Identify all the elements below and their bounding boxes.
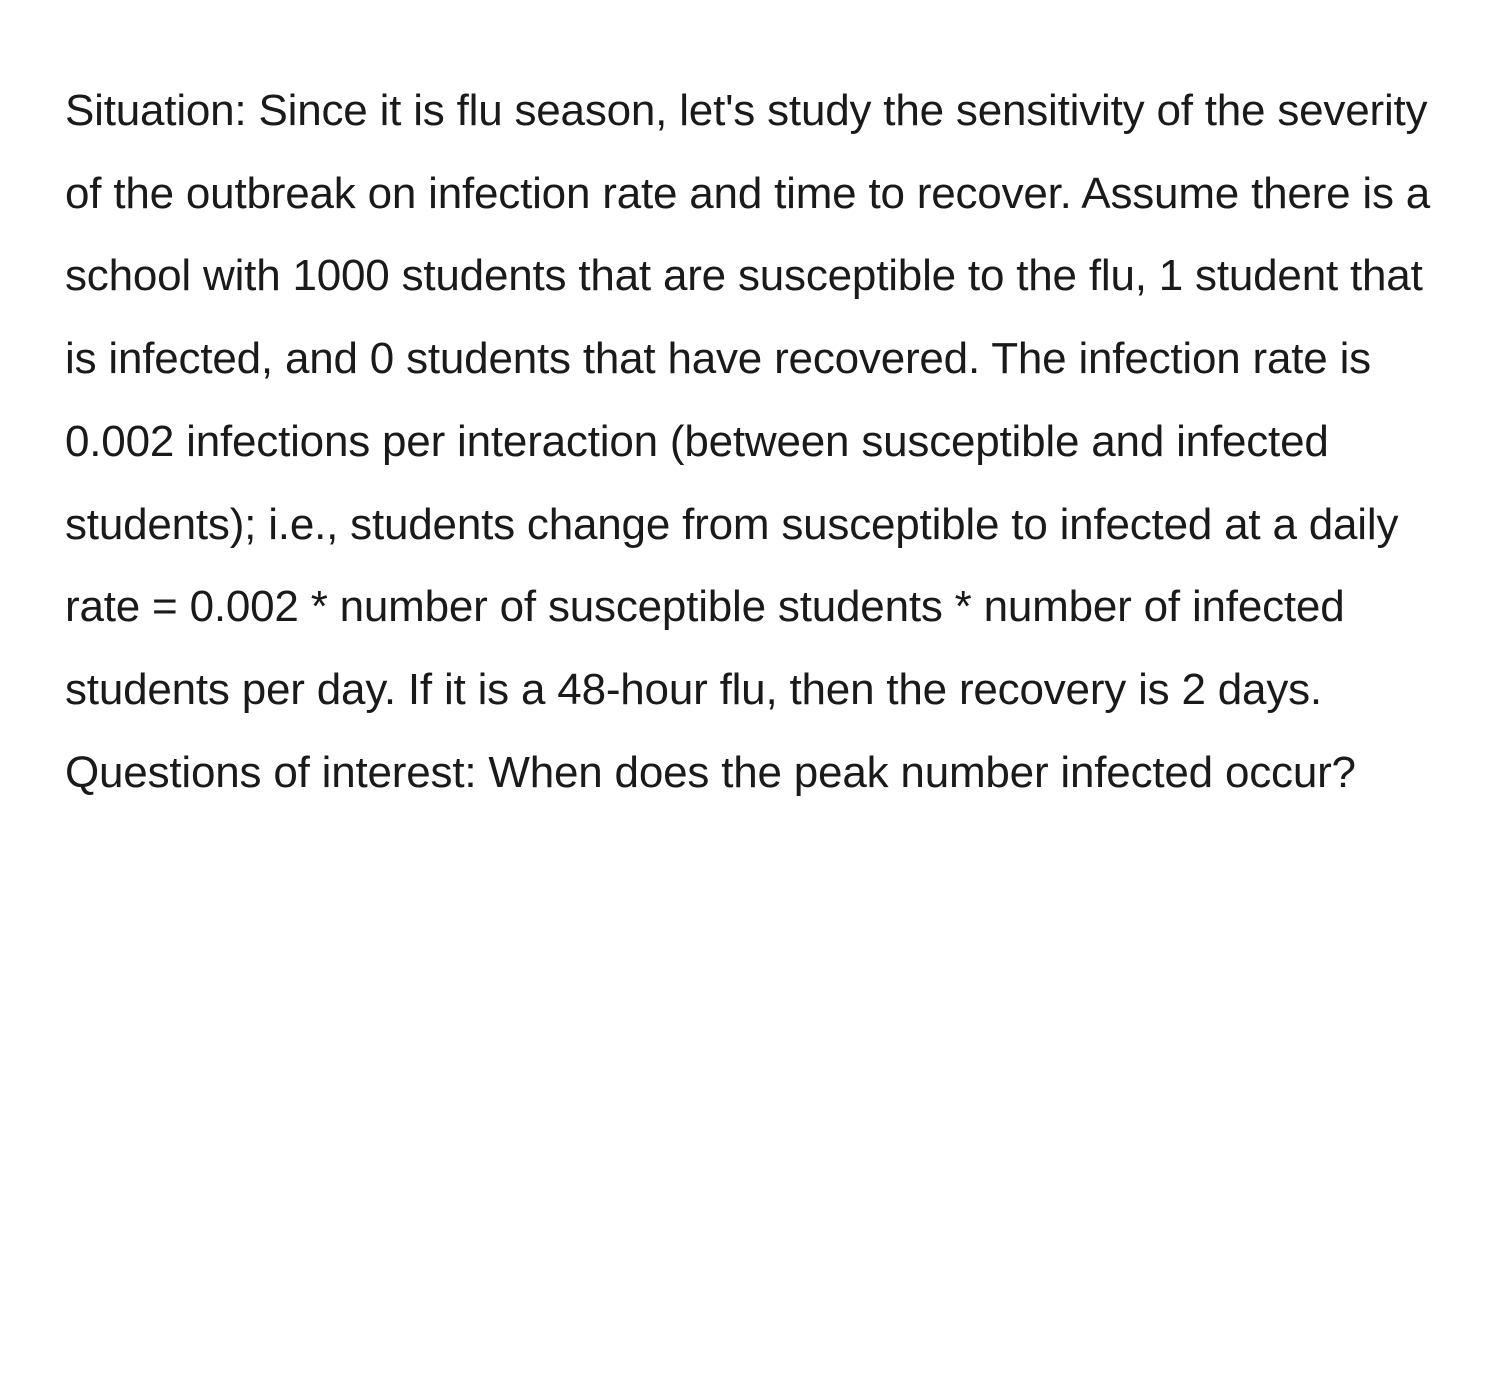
questions-paragraph: Questions of interest: When does the pea… [65, 732, 1435, 815]
document-content: Situation: Since it is flu season, let's… [65, 70, 1435, 814]
situation-paragraph: Situation: Since it is flu season, let's… [65, 70, 1435, 732]
